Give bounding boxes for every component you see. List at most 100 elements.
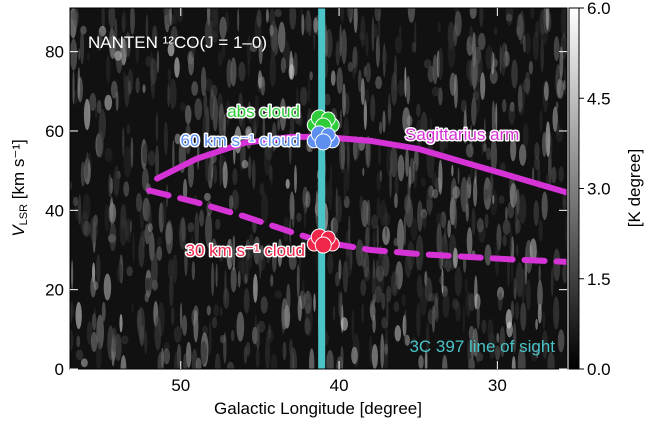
texture-streak: [487, 318, 494, 343]
texture-streak: [453, 24, 458, 47]
texture-streak: [437, 20, 441, 33]
texture-streak: [96, 254, 101, 284]
texture-streak: [438, 256, 442, 269]
texture-streak: [267, 324, 272, 340]
texture-streak: [424, 277, 433, 302]
texture-streak: [394, 36, 402, 54]
texture-streak: [219, 335, 227, 344]
texture-streak: [438, 159, 443, 195]
texture-streak: [525, 279, 531, 311]
texture-streak: [77, 66, 81, 100]
texture-streak: [406, 76, 411, 105]
texture-streak: [124, 75, 130, 108]
texture-streak: [305, 190, 311, 208]
texture-streak: [256, 9, 262, 28]
texture-streak: [529, 238, 537, 262]
texture-streak: [330, 70, 336, 86]
texture-streak: [382, 110, 386, 133]
texture-streak: [271, 246, 277, 273]
texture-streak: [476, 295, 480, 330]
texture-streak: [545, 8, 549, 31]
texture-streak: [470, 340, 474, 360]
texture-streak: [87, 52, 90, 62]
y-label-part: V: [9, 224, 28, 237]
cloud: [306, 228, 340, 254]
texture-streak: [101, 301, 106, 322]
texture-streak: [484, 244, 492, 266]
texture-streak: [108, 27, 115, 59]
texture-streak: [365, 32, 369, 57]
texture-streak: [304, 15, 311, 34]
texture-streak: [353, 8, 358, 33]
texture-streak: [411, 336, 417, 347]
y-label-unit: [km s⁻¹]: [9, 139, 28, 204]
texture-streak: [470, 54, 479, 89]
texture-streak: [201, 325, 209, 336]
texture-streak: [265, 243, 271, 264]
texture-streak: [416, 103, 421, 118]
texture-streak: [335, 40, 340, 67]
texture-streak: [346, 8, 352, 20]
texture-streak: [190, 37, 196, 58]
texture-streak: [547, 351, 555, 369]
texture-streak: [390, 145, 398, 178]
texture-streak: [377, 250, 385, 273]
texture-streak: [541, 330, 548, 359]
texture-streak: [75, 349, 84, 361]
texture-streak: [343, 166, 347, 202]
texture-streak: [467, 173, 471, 186]
texture-streak: [162, 8, 170, 16]
texture-streak: [394, 325, 402, 342]
texture-streak: [167, 83, 170, 108]
texture-streak: [203, 91, 208, 116]
texture-streak: [510, 300, 515, 319]
texture-streak: [144, 278, 150, 291]
texture-streak: [495, 102, 498, 133]
texture-streak: [405, 198, 414, 228]
texture-streak: [299, 86, 308, 106]
texture-streak: [248, 233, 254, 259]
chart-title: NANTEN ¹²CO(J = 1–0): [88, 33, 267, 52]
texture-streak: [277, 118, 281, 131]
texture-streak: [393, 237, 399, 247]
cloud-lobe: [314, 236, 332, 254]
texture-streak: [135, 77, 140, 94]
texture-streak: [325, 28, 333, 59]
plot-marks: [146, 8, 567, 369]
texture-streak: [490, 172, 493, 191]
texture-streak: [401, 293, 406, 307]
texture-streak: [297, 112, 303, 127]
texture-streak: [110, 80, 118, 99]
texture-streak: [340, 8, 345, 23]
texture-streak: [444, 226, 447, 244]
texture-streak: [415, 119, 424, 147]
texture-streak: [237, 8, 240, 32]
texture-streak: [469, 124, 473, 154]
texture-streak: [72, 196, 79, 207]
texture-streak: [226, 59, 233, 88]
texture-streak: [280, 57, 287, 74]
x-tick-label: 50: [171, 376, 190, 395]
texture-streak: [439, 275, 444, 285]
texture-streak: [254, 94, 260, 131]
texture-streak: [288, 64, 295, 80]
texture-streak: [407, 8, 416, 23]
texture-streak: [249, 43, 258, 53]
texture-streak: [361, 303, 364, 323]
texture-streak: [380, 333, 385, 369]
colorbar-label: [K degree]: [625, 149, 644, 227]
texture-streak: [90, 276, 97, 298]
texture-streak: [475, 352, 484, 362]
texture-streak: [309, 348, 315, 369]
texture-streak: [365, 135, 372, 169]
texture-streak: [439, 135, 445, 154]
texture-streak: [150, 58, 157, 85]
texture-streak: [555, 126, 564, 143]
colorbar-tick-label: 6.0: [587, 0, 611, 18]
texture-streak: [174, 133, 181, 145]
texture-streak: [313, 17, 319, 33]
texture-streak: [269, 54, 277, 88]
texture-streak: [204, 192, 211, 202]
texture-streak: [290, 105, 295, 139]
